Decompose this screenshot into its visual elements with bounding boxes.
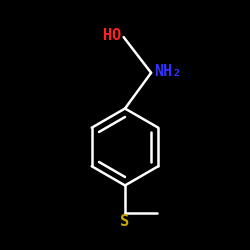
Text: HO: HO bbox=[103, 28, 121, 43]
Text: NH₂: NH₂ bbox=[154, 64, 181, 79]
Text: S: S bbox=[120, 214, 130, 229]
